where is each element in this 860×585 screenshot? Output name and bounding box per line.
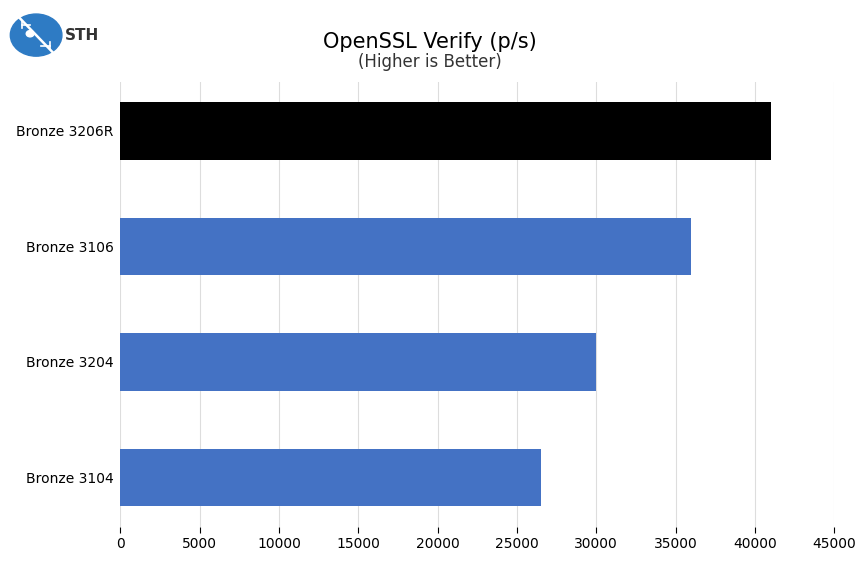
Circle shape — [26, 30, 34, 37]
Text: (Higher is Better): (Higher is Better) — [358, 53, 502, 71]
Circle shape — [10, 14, 62, 56]
Text: OpenSSL Verify (p/s): OpenSSL Verify (p/s) — [323, 32, 537, 52]
Bar — [120, 449, 541, 506]
Bar — [120, 333, 596, 391]
Bar — [120, 102, 771, 160]
Text: STH: STH — [64, 27, 99, 43]
Bar — [120, 218, 691, 276]
Circle shape — [40, 32, 45, 36]
